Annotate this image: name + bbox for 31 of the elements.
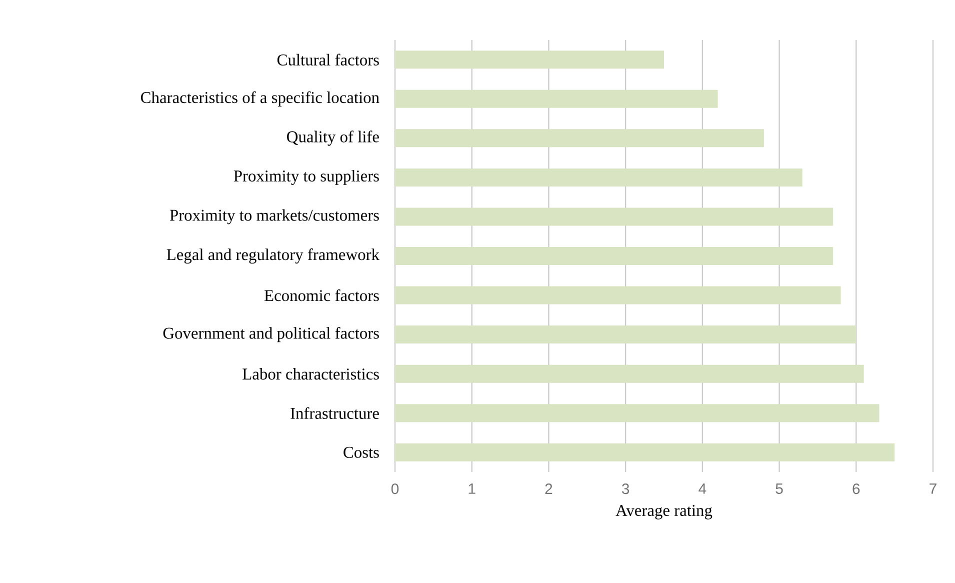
y-tick-label: Economic factors (264, 289, 379, 302)
bar (395, 168, 802, 186)
bar (395, 404, 880, 422)
bar (395, 443, 895, 462)
bar (395, 364, 864, 383)
y-tick-label: Costs (344, 446, 379, 458)
bar (395, 129, 764, 148)
y-tick-label: Quality of life (287, 130, 379, 146)
y-tick-label: Proximity to markets/customers (170, 209, 379, 224)
bar (395, 326, 856, 344)
x-tick-label: 0 (391, 484, 399, 494)
x-axis-title: Average rating (616, 504, 712, 520)
x-tick-label: 6 (852, 484, 860, 494)
x-tick-label: 3 (622, 484, 630, 494)
y-tick-label: Cultural factors (277, 54, 379, 66)
x-tick-label: 1 (468, 484, 476, 494)
bar (395, 50, 664, 69)
bar (395, 90, 718, 108)
y-tick-label: Characteristics of a specific location (140, 91, 380, 106)
y-tick-label: Proximity to suppliers (234, 170, 379, 185)
bar (395, 286, 841, 304)
y-tick-label: Infrastructure (290, 407, 379, 419)
x-tick-label: 5 (776, 484, 783, 494)
x-tick-label: 2 (545, 484, 552, 494)
x-tick-label: 4 (698, 484, 706, 494)
bar (395, 208, 834, 226)
y-tick-label: Labor characteristics (242, 368, 379, 380)
y-tick-label: Government and political factors (163, 327, 379, 342)
x-tick-label: 7 (930, 484, 936, 494)
bar (395, 246, 834, 265)
y-tick-label: Legal and regulatory framework (166, 248, 380, 264)
